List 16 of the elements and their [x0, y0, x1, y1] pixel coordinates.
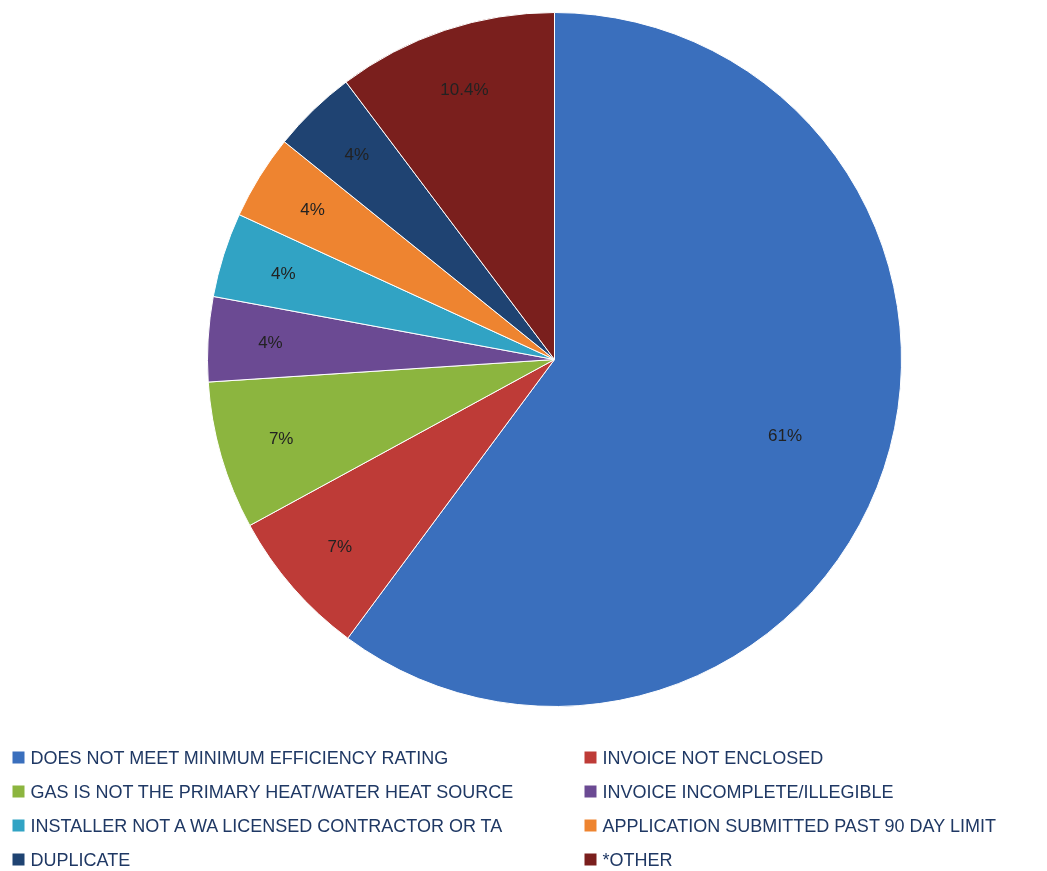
legend-label: DUPLICATE — [30, 849, 131, 870]
legend-label: INSTALLER NOT A WA LICENSED CONTRACTOR OR TA — [30, 815, 503, 836]
data-label: 61% — [768, 426, 803, 446]
legend-label: *OTHER — [602, 849, 673, 870]
legend-label: GAS IS NOT THE PRIMARY HEAT/WATER HEAT SOURCE — [30, 781, 514, 802]
data-label: 7% — [268, 429, 294, 449]
data-label: 4% — [270, 264, 296, 284]
data-label: 4% — [344, 145, 370, 165]
legend-label: DOES NOT MEET MINIMUM EFFICIENCY RATING — [30, 747, 449, 768]
legend-label: APPLICATION SUBMITTED PAST 90 DAY LIMIT — [602, 815, 996, 836]
data-label: 4% — [300, 200, 325, 220]
legend-label: INVOICE NOT ENCLOSED — [602, 747, 824, 768]
data-label: 10.4% — [440, 80, 489, 100]
data-label: 4% — [258, 333, 283, 353]
data-label: 7% — [327, 536, 353, 556]
legend-label: INVOICE INCOMPLETE/ILLEGIBLE — [602, 781, 894, 802]
